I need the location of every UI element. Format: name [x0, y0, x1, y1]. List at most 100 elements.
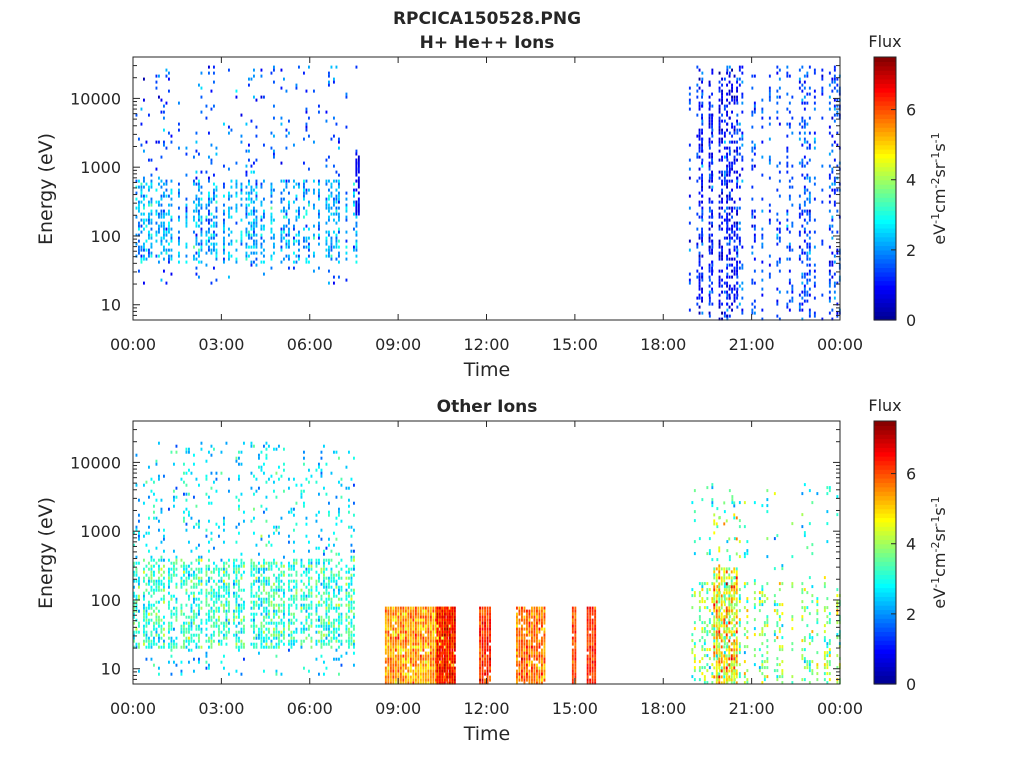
spectrogram-cell	[163, 194, 165, 198]
spectrogram-cell	[238, 507, 240, 511]
spectrogram-cell	[330, 248, 333, 252]
spectrogram-cell	[417, 669, 420, 673]
spectrogram-cell	[434, 660, 437, 664]
spectrogram-cell	[836, 230, 839, 234]
spectrogram-cell	[155, 633, 158, 637]
spectrogram-cell	[180, 606, 183, 610]
spectrogram-cell	[228, 585, 230, 589]
spectrogram-cell	[728, 263, 731, 267]
spectrogram-cell	[200, 645, 203, 649]
spectrogram-cell	[170, 621, 173, 625]
spectrogram-cell	[412, 612, 415, 616]
spectrogram-cell	[446, 636, 449, 640]
spectrogram-cell	[248, 158, 250, 162]
spectrogram-cell	[283, 594, 285, 598]
spectrogram-cell	[200, 185, 203, 189]
spectrogram-cell	[315, 630, 318, 634]
spectrogram-cell	[228, 603, 230, 607]
colorbar-step	[874, 118, 896, 124]
spectrogram-cell	[484, 606, 486, 610]
spectrogram-cell	[305, 627, 308, 631]
spectrogram-cell	[300, 489, 303, 493]
spectrogram-cell	[439, 606, 442, 610]
spectrogram-cell	[145, 543, 148, 547]
spectrogram-cell	[258, 630, 260, 634]
spectrogram-cell	[335, 221, 338, 225]
spectrogram-cell	[183, 510, 185, 514]
spectrogram-cell	[280, 197, 283, 201]
spectrogram-cell	[283, 603, 285, 607]
spectrogram-cell	[195, 221, 198, 225]
spectrogram-cell	[434, 681, 437, 685]
spectrogram-cell	[325, 242, 328, 246]
spectrogram-cell	[165, 68, 168, 72]
spectrogram-cell	[808, 191, 811, 195]
spectrogram-cell	[432, 639, 435, 643]
spectrogram-cell	[255, 263, 258, 267]
spectrogram-cell	[255, 245, 258, 249]
spectrogram-cell	[484, 654, 486, 658]
spectrogram-cell	[173, 594, 175, 598]
spectrogram-cell	[753, 110, 756, 114]
spectrogram-cell	[451, 633, 454, 637]
spectrogram-cell	[836, 248, 839, 252]
spectrogram-cell	[195, 627, 198, 631]
spectrogram-cell	[253, 606, 255, 610]
spectrogram-cell	[193, 618, 195, 622]
spectrogram-cell	[733, 284, 736, 288]
spectrogram-cell	[384, 639, 387, 643]
spectrogram-cell	[320, 537, 323, 541]
spectrogram-cell	[160, 242, 163, 246]
spectrogram-cell	[290, 636, 293, 640]
spectrogram-cell	[688, 92, 691, 96]
spectrogram-cell	[340, 621, 343, 625]
spectrogram-cell	[225, 441, 228, 445]
spectrogram-cell	[200, 206, 203, 210]
spectrogram-cell	[736, 131, 739, 135]
colorbar-step	[874, 223, 896, 229]
spectrogram-cell	[275, 645, 278, 649]
spectrogram-cell	[300, 597, 303, 601]
spectrogram-cell	[285, 179, 288, 183]
spectrogram-cell	[273, 645, 275, 649]
spectrogram-cell	[180, 612, 183, 616]
spectrogram-cell	[424, 618, 427, 622]
spectrogram-cell	[432, 630, 435, 634]
spectrogram-cell	[741, 65, 744, 69]
spectrogram-cell	[718, 116, 721, 120]
spectrogram-cell	[726, 242, 729, 246]
spectrogram-cell	[438, 645, 441, 649]
spectrogram-cell	[253, 624, 255, 628]
spectrogram-cell	[708, 83, 711, 87]
spectrogram-cell	[429, 630, 432, 634]
spectrogram-cell	[163, 594, 165, 598]
spectrogram-cell	[813, 137, 816, 141]
spectrogram-cell	[260, 224, 263, 228]
spectrogram-cell	[726, 113, 728, 117]
spectrogram-cell	[350, 525, 353, 529]
colorbar-step	[874, 263, 896, 268]
spectrogram-cell	[213, 615, 215, 619]
spectrogram-cell	[188, 447, 190, 451]
spectrogram-cell	[318, 221, 320, 225]
spectrogram-cell	[448, 627, 451, 631]
spectrogram-cell	[721, 197, 723, 201]
spectrogram-cell	[718, 254, 721, 258]
spectrogram-cell	[268, 564, 270, 568]
spectrogram-cell	[441, 660, 444, 664]
spectrogram-cell	[357, 206, 360, 210]
spectrogram-cell	[434, 609, 437, 613]
spectrogram-cell	[412, 648, 415, 652]
spectrogram-cell	[150, 221, 153, 225]
spectrogram-cell	[278, 630, 280, 634]
spectrogram-cell	[253, 612, 255, 616]
spectrogram-cell	[333, 531, 335, 535]
spectrogram-cell	[353, 639, 355, 643]
spectrogram-cell	[325, 197, 328, 201]
spectrogram-cell	[155, 630, 158, 634]
spectrogram-cell	[163, 642, 165, 646]
spectrogram-cell	[348, 504, 350, 508]
spectrogram-cell	[213, 633, 215, 637]
spectrogram-cell	[313, 254, 315, 258]
spectrogram-cell	[190, 639, 193, 643]
